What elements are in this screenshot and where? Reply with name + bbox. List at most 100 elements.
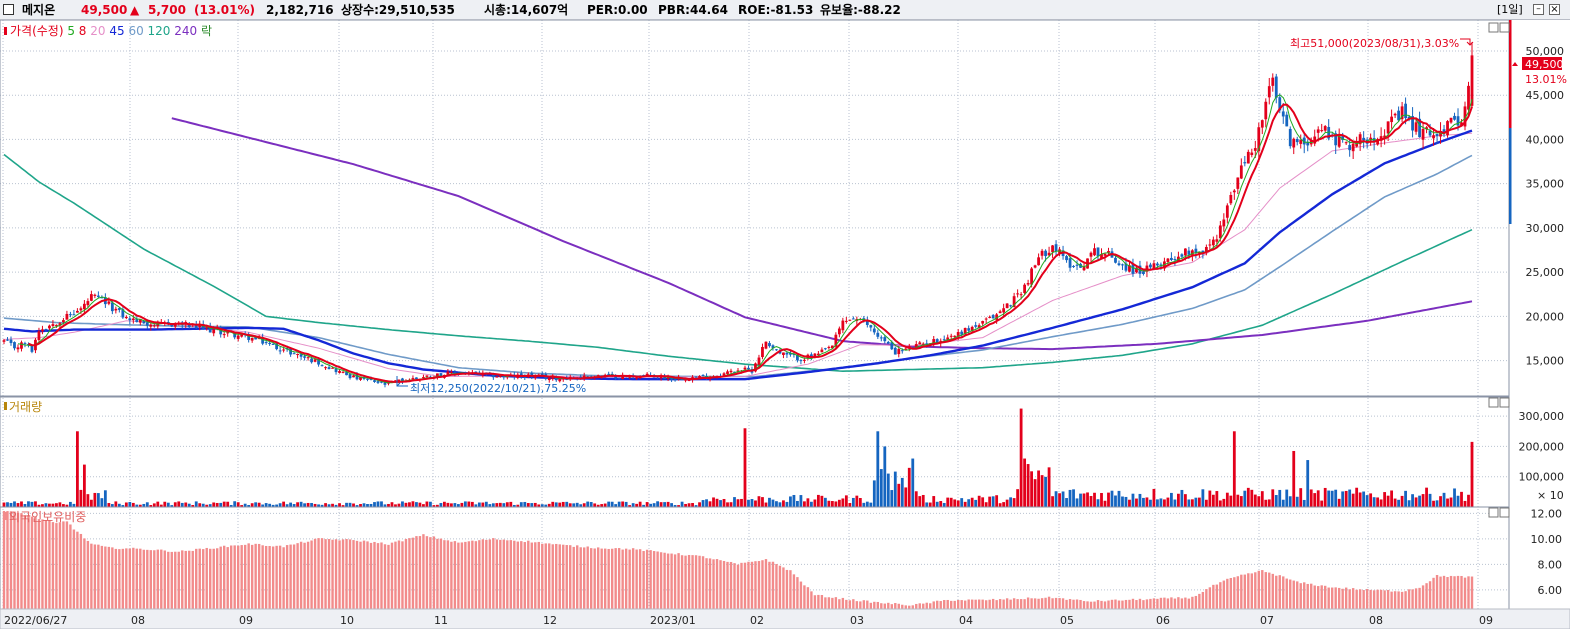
foreign-ratio-bar	[1460, 575, 1463, 609]
volume-bar	[69, 501, 72, 507]
foreign-ratio-bar	[9, 511, 13, 609]
volume-panel-minimize-icon[interactable]	[1488, 397, 1499, 408]
date-tick-label: 06	[1156, 614, 1170, 627]
volume-bar	[565, 501, 569, 507]
panel-frames	[0, 20, 1570, 629]
volume-bar	[813, 499, 817, 507]
volume-bar	[422, 504, 425, 507]
candle-body	[1170, 257, 1173, 260]
foreign-ratio-bar	[1145, 599, 1149, 609]
candle-body	[1460, 122, 1463, 127]
volume-bar	[1309, 489, 1313, 507]
foreign-ratio-bar	[810, 591, 813, 609]
close-icon[interactable]: ×	[1549, 4, 1560, 15]
candle-body	[222, 334, 226, 336]
candle-body	[1173, 259, 1177, 261]
minimize-icon[interactable]: –	[1533, 4, 1544, 15]
candle-body	[1442, 129, 1446, 133]
volume-bar	[1418, 495, 1421, 507]
candle-body	[1225, 205, 1229, 218]
volume-bar	[1334, 489, 1338, 507]
foreign-ratio-bar	[1191, 596, 1194, 609]
foreign-ratio-bar	[586, 546, 589, 609]
candle-body	[1418, 118, 1421, 138]
candle-body	[422, 377, 425, 379]
foreign-ratio-bar	[1393, 591, 1397, 609]
volume-bar	[348, 502, 352, 507]
candle-body	[299, 354, 303, 357]
foreign-ratio-bar	[918, 603, 921, 609]
legend-item[interactable]: 가격(수정)	[10, 24, 64, 38]
volume-bar	[170, 505, 174, 507]
foreign-ratio-bar	[754, 561, 757, 609]
foreign-ratio-bar	[579, 547, 582, 609]
candle-body	[733, 371, 736, 373]
period-selector[interactable]: [1일]	[1497, 3, 1523, 16]
volume-bar	[205, 504, 209, 507]
price-tick-label: 30,000	[1526, 222, 1565, 235]
volume-bar	[540, 504, 544, 507]
ma45-line	[3, 129, 1473, 381]
foreign-ratio-bar	[1435, 575, 1439, 609]
price-panel-minimize-icon[interactable]	[1488, 22, 1499, 33]
volume-bar	[1327, 490, 1331, 507]
price-panel-close-icon[interactable]	[1499, 22, 1510, 33]
legend-item[interactable]: 45	[106, 24, 125, 38]
volume-bar	[1411, 494, 1414, 507]
foreign-ratio-bar	[1365, 588, 1369, 609]
foreign-panel-close-icon[interactable]	[1499, 507, 1510, 518]
volume-bar	[184, 502, 188, 507]
foreign-ratio-bar	[1163, 597, 1166, 609]
candle-body	[341, 371, 345, 373]
foreign-ratio-bar	[736, 564, 740, 609]
foreign-ratio-bar	[181, 550, 184, 609]
foreign-ratio-bar	[1124, 599, 1128, 609]
volume-bar	[446, 502, 450, 507]
foreign-ratio-bar	[1121, 600, 1124, 609]
foreign-ratio-bar	[866, 600, 869, 609]
foreign-ratio-bar	[698, 555, 701, 609]
legend-item[interactable]: 240	[170, 24, 197, 38]
candle-body	[20, 342, 23, 349]
candle-body	[205, 327, 209, 329]
candle-body	[1156, 263, 1159, 266]
foreign-ratio-bar	[1009, 599, 1012, 609]
candle-body	[561, 378, 565, 380]
foreign-panel-minimize-icon[interactable]	[1488, 507, 1499, 518]
volume-bar	[617, 501, 621, 507]
volume-bar	[201, 503, 205, 507]
foreign-ratio-bar	[1093, 601, 1096, 609]
volume-bar	[1023, 458, 1027, 507]
stock-name[interactable]: 메지온	[22, 3, 56, 17]
candle-body	[701, 374, 705, 376]
legend-item[interactable]: 20	[86, 24, 105, 38]
foreign-ratio-bar	[1117, 600, 1121, 609]
foreign-ratio-bar	[1439, 576, 1442, 609]
foreign-ratio-bar	[429, 537, 432, 609]
foreign-ratio-bar	[104, 546, 107, 609]
legend-item[interactable]: 120	[144, 24, 171, 38]
foreign-ratio-bar	[663, 552, 666, 609]
foreign-ratio-bar	[271, 546, 275, 609]
legend-item[interactable]: 60	[125, 24, 144, 38]
foreign-ratio-bar	[1442, 575, 1446, 609]
foreign-ratio-bar	[1275, 575, 1278, 609]
foreign-ratio-bar	[457, 542, 460, 609]
candle-body	[778, 351, 782, 354]
candle-body	[1124, 263, 1128, 271]
legend-item[interactable]: 락	[197, 24, 212, 38]
volume-bar	[166, 502, 170, 507]
candle-body	[1128, 265, 1131, 272]
legend-item[interactable]: 8	[75, 24, 86, 38]
foreign-ratio-bar	[991, 598, 995, 609]
volume-panel-close-icon[interactable]	[1499, 397, 1510, 408]
volume-bar	[558, 502, 562, 507]
volume-bar	[844, 495, 848, 507]
candle-body	[1288, 128, 1292, 147]
foreign-ratio-bar	[1047, 596, 1051, 609]
foreign-ratio-bar	[1054, 597, 1058, 609]
legend-item[interactable]: 5	[64, 24, 75, 38]
candle-body	[1278, 97, 1282, 111]
volume-bar	[1065, 498, 1068, 507]
select-checkbox[interactable]	[3, 4, 14, 15]
